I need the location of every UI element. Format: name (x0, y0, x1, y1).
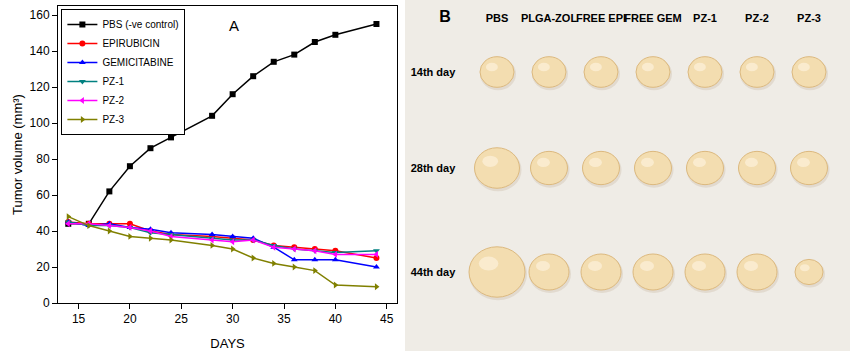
svg-text:28th day: 28th day (411, 162, 457, 174)
svg-text:14th day: 14th day (411, 66, 457, 78)
svg-text:FREE EPI: FREE EPI (576, 12, 626, 24)
svg-text:45: 45 (380, 312, 394, 326)
svg-text:PZ-2: PZ-2 (102, 95, 124, 106)
svg-text:120: 120 (30, 80, 50, 94)
svg-text:80: 80 (36, 152, 50, 166)
svg-text:60: 60 (36, 188, 50, 202)
svg-text:15: 15 (72, 312, 86, 326)
svg-text:20: 20 (123, 312, 137, 326)
svg-text:EPIRUBICIN: EPIRUBICIN (102, 38, 159, 49)
svg-text:30: 30 (226, 312, 240, 326)
svg-text:PLGA-ZOL: PLGA-ZOL (521, 12, 577, 24)
svg-text:FREE GEM: FREE GEM (624, 12, 681, 24)
svg-text:25: 25 (175, 312, 189, 326)
svg-text:160: 160 (30, 8, 50, 22)
svg-text:GEMICITABINE: GEMICITABINE (102, 57, 173, 68)
svg-text:44th day: 44th day (411, 266, 457, 278)
svg-text:B: B (439, 8, 451, 25)
svg-text:A: A (229, 17, 239, 34)
svg-text:PZ-3: PZ-3 (102, 114, 124, 125)
svg-text:140: 140 (30, 44, 50, 58)
svg-text:40: 40 (36, 224, 50, 238)
svg-text:PZ-1: PZ-1 (102, 76, 124, 87)
svg-text:0: 0 (43, 296, 50, 310)
svg-text:PZ-2: PZ-2 (745, 12, 769, 24)
svg-text:PBS (-ve control): PBS (-ve control) (102, 19, 178, 30)
svg-text:Tumor volume (mm³): Tumor volume (mm³) (10, 94, 25, 215)
svg-text:PZ-1: PZ-1 (693, 12, 717, 24)
svg-text:40: 40 (329, 312, 343, 326)
svg-text:PZ-3: PZ-3 (797, 12, 821, 24)
svg-text:DAYS: DAYS (210, 336, 245, 351)
svg-text:20: 20 (36, 260, 50, 274)
svg-text:100: 100 (30, 116, 50, 130)
svg-text:PBS: PBS (486, 12, 509, 24)
svg-text:35: 35 (277, 312, 291, 326)
